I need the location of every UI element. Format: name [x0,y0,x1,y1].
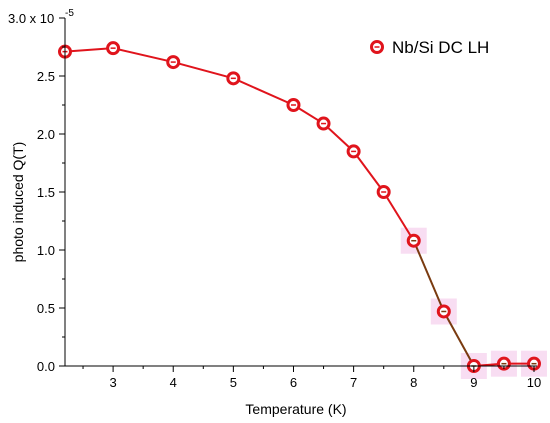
y-tick-label: 1.0 [37,243,55,258]
series-line-segment [172,61,234,80]
x-tick-label: 3 [109,375,116,390]
legend-label: Nb/Si DC LH [392,38,489,57]
x-tick-label: 9 [470,375,477,390]
series-line-segment [112,47,174,64]
y-exponent-label: -5 [65,8,74,19]
axes: 3 4 5 6 7 8 9 10 0.0 0.5 1.0 1.5 2.0 2.5 3.0 x 10 -5 Tem… [8,8,541,417]
series-line-segment [382,191,415,242]
legend: Nb/Si DC LH [370,38,489,57]
x-tick-label: 8 [410,375,417,390]
y-top-tick-label: 3.0 x 10 [8,11,54,26]
series-line-segment [232,77,294,106]
y-tick-label: 1.5 [37,185,55,200]
y-tick-label: 2.5 [37,69,55,84]
y-tick-label: 0.0 [37,359,55,374]
series-line-segment [442,310,475,367]
series-line-segment [412,240,445,312]
x-tick-label: 7 [350,375,357,390]
x-tick-label: 4 [170,375,177,390]
x-tick-label: 10 [527,375,541,390]
series-line-segment [64,47,114,53]
y-tick-label: 0.5 [37,301,55,316]
series-line-segment [352,150,385,193]
x-axis-title: Temperature (K) [245,401,346,417]
x-tick-label: 6 [290,375,297,390]
x-tick-label: 5 [230,375,237,390]
y-tick-label: 2.0 [37,127,55,142]
y-axis-title: photo induced Q(T) [10,142,26,263]
